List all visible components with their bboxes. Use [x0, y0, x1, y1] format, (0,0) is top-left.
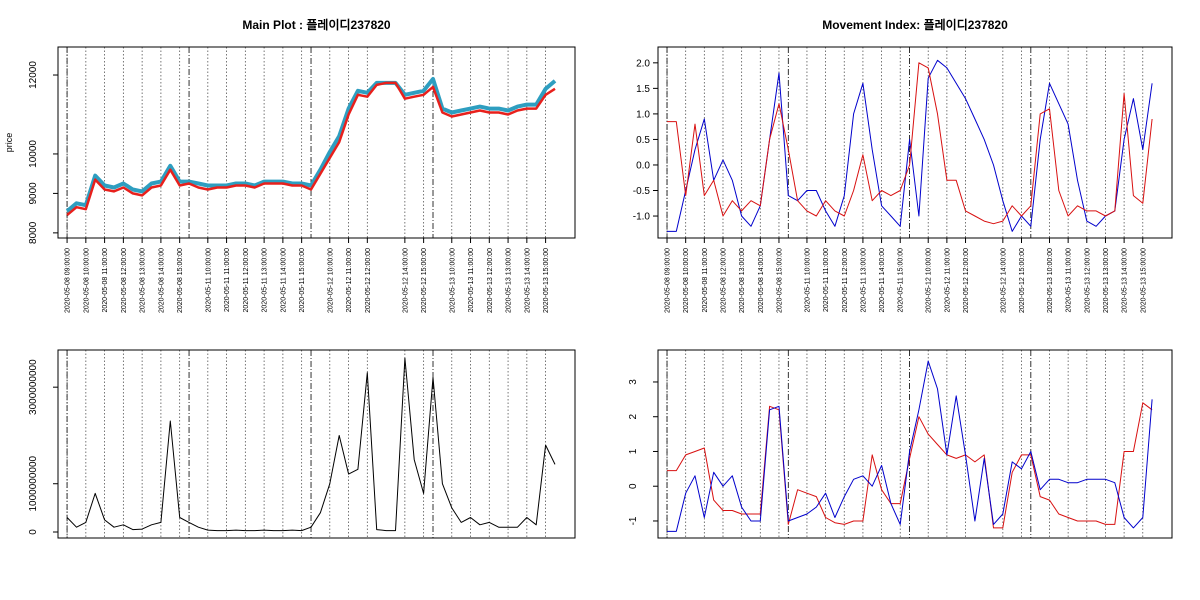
x-tick-label: 2020-05-11 12:00:00 [842, 248, 849, 313]
y-tick-label: 0.5 [636, 135, 650, 146]
x-tick-label: 2020-05-11 10:00:00 [205, 248, 212, 313]
x-tick-label: 2020-05-12 10:00:00 [926, 248, 933, 313]
x-tick-label: 2020-05-11 11:00:00 [823, 248, 830, 312]
x-tick-label: 2020-05-08 15:00:00 [776, 248, 783, 313]
x-tick-label: 2020-05-12 11:00:00 [346, 248, 353, 313]
series-line [667, 62, 1153, 225]
x-tick-label: 2020-05-13 11:00:00 [1066, 248, 1073, 313]
x-tick-label: 2020-05-12 12:00:00 [365, 248, 372, 313]
x-tick-label: 2020-05-08 13:00:00 [739, 248, 746, 313]
x-tick-label: 2020-05-08 14:00:00 [758, 248, 765, 313]
y-tick-label: -1.0 [633, 212, 651, 223]
chart-title: Movement Index: 플레이디237820 [822, 17, 1008, 32]
x-tick-label: 2020-05-11 13:00:00 [262, 248, 269, 313]
x-tick-label: 2020-05-13 10:00:00 [1047, 248, 1054, 313]
x-tick-label: 2020-05-08 11:00:00 [102, 248, 109, 313]
y-tick-label: 2 [628, 414, 639, 420]
x-tick-label: 2020-05-12 14:00:00 [1000, 248, 1007, 313]
x-tick-label: 2020-05-08 10:00:00 [83, 248, 90, 313]
x-tick-label: 2020-05-08 15:00:00 [177, 248, 184, 313]
x-tick-label: 2020-05-13 12:00:00 [487, 248, 494, 313]
x-tick-label: 2020-05-13 12:00:00 [1084, 248, 1091, 313]
x-tick-label: 2020-05-12 14:00:00 [402, 248, 409, 313]
x-tick-label: 2020-05-08 09:00:00 [65, 248, 72, 313]
x-tick-label: 2020-05-08 12:00:00 [121, 248, 128, 313]
y-tick-label: 2.0 [636, 58, 650, 69]
y-tick-label: 0 [628, 483, 639, 489]
chart-title: Main Plot : 플레이디237820 [242, 17, 391, 32]
series-line [667, 59, 1153, 232]
x-tick-label: 2020-05-11 12:00:00 [243, 248, 250, 313]
x-tick-label: 2020-05-13 15:00:00 [543, 248, 550, 313]
plot-frame [57, 349, 576, 539]
x-tick-label: 2020-05-11 10:00:00 [804, 248, 811, 313]
x-tick-label: 2020-05-08 11:00:00 [702, 248, 709, 313]
x-tick-label: 2020-05-08 10:00:00 [683, 248, 690, 313]
x-tick-label: 2020-05-13 13:00:00 [1103, 248, 1110, 313]
x-tick-label: 2020-05-12 11:00:00 [944, 248, 951, 313]
x-tick-label: 2020-05-12 10:00:00 [327, 248, 334, 313]
x-tick-label: 2020-05-08 09:00:00 [665, 248, 672, 313]
x-tick-label: 2020-05-11 15:00:00 [299, 248, 306, 313]
x-tick-label: 2020-05-08 14:00:00 [158, 248, 165, 313]
plot-frame [657, 349, 1173, 539]
x-tick-label: 2020-05-12 15:00:00 [1019, 248, 1026, 313]
x-tick-label: 2020-05-11 15:00:00 [898, 248, 905, 313]
x-tick-label: 2020-05-11 14:00:00 [280, 248, 287, 313]
y-axis-label: price [4, 133, 14, 153]
x-tick-label: 2020-05-12 15:00:00 [421, 248, 428, 313]
y-tick-label: 1.5 [636, 84, 650, 95]
x-tick-label: 2020-05-13 14:00:00 [524, 248, 531, 313]
y-tick-label: 3000000000 [28, 359, 39, 415]
x-tick-label: 2020-05-12 12:00:00 [963, 248, 970, 313]
x-tick-label: 2020-05-13 15:00:00 [1140, 248, 1147, 313]
y-tick-label: 0.0 [636, 160, 650, 171]
y-tick-label: 1 [628, 448, 639, 454]
x-tick-label: 2020-05-13 13:00:00 [506, 248, 513, 313]
x-tick-label: 2020-05-08 13:00:00 [140, 248, 147, 313]
series-line [66, 81, 556, 217]
y-tick-label: 1.0 [636, 109, 650, 120]
y-tick-label: 12000 [28, 61, 39, 89]
x-tick-label: 2020-05-08 12:00:00 [720, 248, 727, 313]
series-line [66, 357, 556, 532]
y-tick-label: 10000 [28, 140, 39, 168]
x-tick-label: 2020-05-11 14:00:00 [879, 248, 886, 313]
x-tick-label: 2020-05-13 10:00:00 [449, 248, 456, 313]
y-tick-label: 1000000000 [28, 455, 39, 511]
plot-frame [657, 46, 1173, 239]
y-tick-label: -1 [628, 516, 639, 525]
x-tick-label: 2020-05-13 11:00:00 [468, 248, 475, 313]
plot-frame [57, 46, 576, 239]
series-line [667, 360, 1153, 532]
series-line [667, 402, 1153, 529]
y-tick-label: 8000 [28, 221, 39, 244]
y-tick-label: 3 [628, 379, 639, 385]
x-tick-label: 2020-05-13 14:00:00 [1122, 248, 1129, 313]
x-tick-label: 2020-05-11 11:00:00 [224, 248, 231, 312]
y-tick-label: 9000 [28, 182, 39, 205]
y-tick-label: -0.5 [633, 186, 651, 197]
y-tick-label: 0 [28, 529, 39, 535]
x-tick-label: 2020-05-11 13:00:00 [860, 248, 867, 313]
series-line [65, 77, 557, 213]
